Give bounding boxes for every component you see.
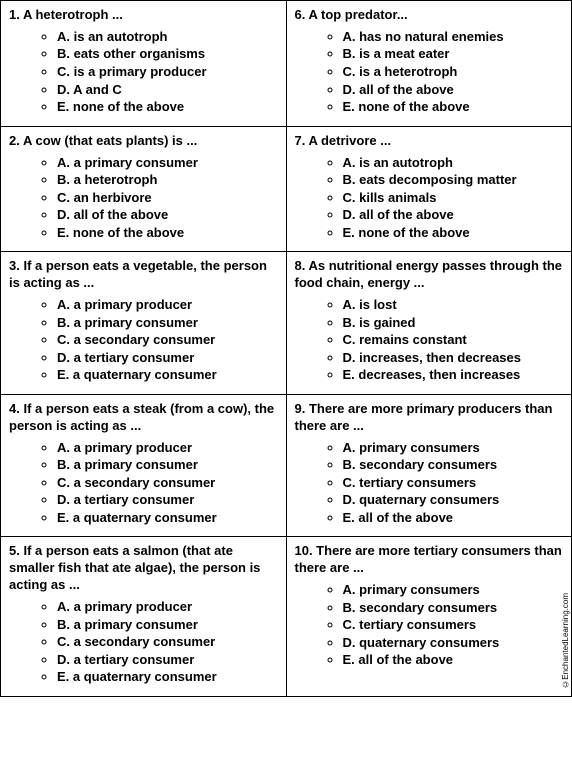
option-item: D. all of the above [343,206,564,224]
quiz-cell: 4. If a person eats a steak (from a cow)… [1,394,287,537]
quiz-cell: 10. There are more tertiary consumers th… [286,537,572,696]
option-item: E. a quaternary consumer [57,509,278,527]
option-item: D. a tertiary consumer [57,349,278,367]
options-list: A. is an autotrophB. eats other organism… [9,28,278,116]
quiz-table: 1. A heterotroph ...A. is an autotrophB.… [0,0,572,697]
option-item: C. tertiary consumers [343,474,564,492]
question-text: 7. A detrivore ... [295,133,564,150]
question-text: 5. If a person eats a salmon (that ate s… [9,543,278,594]
quiz-cell: 6. A top predator... A. has no natural en… [286,1,572,127]
option-item: E. none of the above [343,224,564,242]
option-item: A. a primary producer [57,296,278,314]
quiz-row: 2. A cow (that eats plants) is ... A. a p… [1,126,572,252]
options-list: A. has no natural enemiesB. is a meat ea… [295,28,564,116]
question-text: 2. A cow (that eats plants) is ... [9,133,278,150]
option-item: D. increases, then decreases [343,349,564,367]
quiz-cell: 8. As nutritional energy passes through … [286,252,572,395]
option-item: E. none of the above [57,224,278,242]
question-text: 1. A heterotroph ... [9,7,278,24]
option-item: A. is an autotroph [57,28,278,46]
options-list: A. is lostB. is gainedC. remains constan… [295,296,564,384]
option-item: B. is a meat eater [343,45,564,63]
quiz-row: 3. If a person eats a vegetable, the per… [1,252,572,395]
quiz-row: 5. If a person eats a salmon (that ate s… [1,537,572,696]
option-item: A. has no natural enemies [343,28,564,46]
option-item: C. a secondary consumer [57,331,278,349]
quiz-row: 4. If a person eats a steak (from a cow)… [1,394,572,537]
option-item: C. a secondary consumer [57,474,278,492]
copyright-credit: ©EnchantedLearning.com [561,593,570,689]
option-item: A. a primary producer [57,439,278,457]
option-item: E. none of the above [57,98,278,116]
option-item: A. is lost [343,296,564,314]
quiz-cell: 7. A detrivore ... A. is an autotrophB. e… [286,126,572,252]
option-item: A. primary consumers [343,581,564,599]
option-item: D. a tertiary consumer [57,651,278,669]
option-item: B. secondary consumers [343,599,564,617]
option-item: E. a quaternary consumer [57,668,278,686]
option-item: B. eats other organisms [57,45,278,63]
quiz-cell: 3. If a person eats a vegetable, the per… [1,252,287,395]
option-item: D. quaternary consumers [343,491,564,509]
option-item: B. eats decomposing matter [343,171,564,189]
quiz-cell: 1. A heterotroph ... A. is an autotrophB.… [1,1,287,127]
option-item: E. all of the above [343,651,564,669]
quiz-row: 1. A heterotroph ...A. is an autotrophB.… [1,1,572,127]
option-item: C. is a primary producer [57,63,278,81]
options-list: A. a primary producerB. a primary consum… [9,296,278,384]
question-text: 6. A top predator... [295,7,564,24]
option-item: A. a primary producer [57,598,278,616]
option-item: A. is an autotroph [343,154,564,172]
option-item: B. a primary consumer [57,314,278,332]
option-item: B. a primary consumer [57,616,278,634]
question-text: 3. If a person eats a vegetable, the per… [9,258,278,292]
option-item: B. a primary consumer [57,456,278,474]
option-item: D. all of the above [343,81,564,99]
option-item: C. kills animals [343,189,564,207]
option-item: D. a tertiary consumer [57,491,278,509]
option-item: E. a quaternary consumer [57,366,278,384]
quiz-tbody: 1. A heterotroph ...A. is an autotrophB.… [1,1,572,697]
options-list: A. a primary producerB. a primary consum… [9,598,278,686]
option-item: B. a heterotroph [57,171,278,189]
option-item: D. quaternary consumers [343,634,564,652]
option-item: B. secondary consumers [343,456,564,474]
quiz-cell: 9. There are more primary producers than… [286,394,572,537]
option-item: C. tertiary consumers [343,616,564,634]
option-item: A. a primary consumer [57,154,278,172]
option-item: E. none of the above [343,98,564,116]
option-item: E. all of the above [343,509,564,527]
options-list: A. a primary consumerB. a heterotrophC. … [9,154,278,242]
option-item: C. an herbivore [57,189,278,207]
option-item: E. decreases, then increases [343,366,564,384]
options-list: A. a primary producerB. a primary consum… [9,439,278,527]
option-item: A. primary consumers [343,439,564,457]
question-text: 8. As nutritional energy passes through … [295,258,564,292]
options-list: A. primary consumersB. secondary consume… [295,439,564,527]
option-item: C. remains constant [343,331,564,349]
option-item: D. all of the above [57,206,278,224]
options-list: A. primary consumersB. secondary consume… [295,581,564,669]
question-text: 4. If a person eats a steak (from a cow)… [9,401,278,435]
option-item: C. a secondary consumer [57,633,278,651]
options-list: A. is an autotrophB. eats decomposing ma… [295,154,564,242]
quiz-cell: 5. If a person eats a salmon (that ate s… [1,537,287,696]
option-item: D. A and C [57,81,278,99]
question-text: 9. There are more primary producers than… [295,401,564,435]
option-item: B. is gained [343,314,564,332]
option-item: C. is a heterotroph [343,63,564,81]
quiz-cell: 2. A cow (that eats plants) is ... A. a p… [1,126,287,252]
question-text: 10. There are more tertiary consumers th… [295,543,564,577]
